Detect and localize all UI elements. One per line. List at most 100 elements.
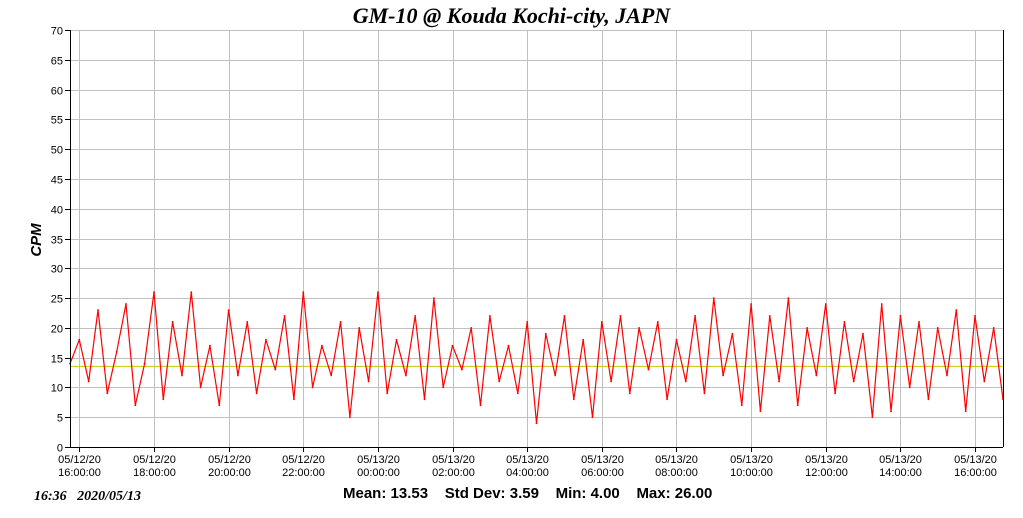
- cpm-data-point: [479, 404, 482, 407]
- cpm-data-point: [600, 321, 603, 323]
- cpm-data-point: [414, 315, 417, 317]
- cpm-data-point: [442, 386, 445, 389]
- cpm-data-point: [255, 392, 258, 395]
- cpm-data-point: [852, 380, 855, 383]
- cpm-data-point: [656, 321, 659, 323]
- y-tick-label: 40: [51, 205, 63, 217]
- cpm-data-point: [610, 380, 612, 383]
- cpm-data-point: [768, 315, 771, 317]
- plot-area: [70, 30, 1003, 447]
- cpm-data-point: [386, 392, 389, 395]
- x-tick-time: 14:00:00: [879, 467, 922, 479]
- cpm-data-point: [125, 303, 127, 305]
- cpm-data-point: [675, 338, 678, 341]
- cpm-data-point: [181, 374, 183, 377]
- x-tick-time: 08:00:00: [655, 467, 698, 479]
- cpm-data-point: [731, 332, 734, 335]
- cpm-data-point: [339, 321, 342, 323]
- x-tick-date: 05/13/20: [730, 454, 773, 466]
- cpm-data-point: [684, 380, 687, 383]
- x-tick-time: 12:00:00: [805, 467, 848, 479]
- cpm-data-point: [171, 321, 174, 323]
- cpm-data-point: [554, 374, 557, 377]
- cpm-data-point: [274, 368, 277, 371]
- x-tick-time: 22:00:00: [282, 467, 325, 479]
- cpm-data-point: [740, 404, 743, 407]
- x-tick-time: 04:00:00: [506, 467, 549, 479]
- cpm-data-point: [423, 398, 426, 401]
- cpm-data-point: [199, 386, 202, 389]
- cpm-data-point: [162, 398, 165, 401]
- x-tick-labels: 05/12/2016:00:0005/12/2018:00:0005/12/20…: [58, 454, 997, 479]
- cpm-data-point: [871, 416, 874, 419]
- cpm-data-point: [628, 392, 631, 395]
- cpm-data-point: [703, 392, 706, 395]
- chart-title: GM-10 @ Kouda Kochi-city, JAPN: [352, 3, 671, 28]
- y-tick-label: 20: [51, 324, 63, 336]
- cpm-data-point: [535, 422, 538, 425]
- cpm-data-point: [227, 309, 230, 311]
- x-tick-date: 05/12/20: [133, 454, 176, 466]
- cpm-data-point: [946, 374, 948, 377]
- cpm-data-point: [834, 392, 836, 395]
- cpm-data-point: [862, 332, 864, 335]
- x-tick-time: 02:00:00: [432, 467, 475, 479]
- cpm-data-point: [78, 338, 81, 341]
- y-tick-label: 50: [51, 145, 63, 157]
- x-tick-time: 20:00:00: [208, 467, 251, 479]
- cpm-data-point: [815, 374, 818, 377]
- cpm-data-point: [908, 386, 911, 389]
- cpm-data-point: [787, 297, 790, 299]
- cpm-data-point: [890, 410, 892, 413]
- cpm-data-point: [750, 303, 752, 305]
- x-tick-time: 16:00:00: [954, 467, 997, 479]
- x-tick-date: 05/13/20: [954, 454, 997, 466]
- cpm-data-point: [778, 380, 780, 383]
- cpm-data-point: [507, 344, 510, 347]
- y-tick-label: 45: [51, 175, 63, 187]
- cpm-data-point: [358, 327, 361, 329]
- cpm-data-point: [97, 309, 99, 311]
- y-tick-label: 55: [51, 115, 63, 127]
- cpm-data-point: [544, 332, 547, 335]
- y-tick-labels: 0 5 10 15 20 25 30 35 40 45 50 55 60 65 70: [51, 26, 63, 455]
- x-tick-date: 05/13/20: [581, 454, 624, 466]
- x-tick-date: 05/12/20: [208, 454, 251, 466]
- cpm-data-point: [153, 291, 155, 293]
- cpm-data-point: [498, 380, 501, 383]
- y-tick-label: 5: [57, 413, 63, 425]
- x-tick-time: 16:00:00: [58, 467, 101, 479]
- footer-timestamp: 16:36 2020/05/13: [34, 489, 141, 504]
- cpm-data-point: [395, 338, 398, 341]
- cpm-data-point: [367, 380, 370, 383]
- x-tick-date: 05/13/20: [506, 454, 549, 466]
- cpm-data-point: [759, 410, 762, 413]
- x-tick-time: 06:00:00: [581, 467, 624, 479]
- cpm-data-point: [526, 321, 529, 323]
- cpm-data-point: [470, 327, 473, 329]
- cpm-data-point: [516, 392, 519, 395]
- cpm-data-point: [582, 338, 585, 341]
- cpm-data-point: [666, 398, 668, 401]
- cpm-data-point: [209, 344, 211, 347]
- y-tick-label: 70: [51, 26, 63, 38]
- cpm-data-point: [974, 315, 976, 317]
- cpm-data-point: [722, 374, 724, 377]
- cpm-data-point: [880, 303, 883, 305]
- y-tick-label: 0: [57, 443, 63, 455]
- cpm-data-point: [489, 315, 491, 317]
- cpm-data-point: [377, 291, 379, 293]
- cpm-data-point: [647, 368, 650, 371]
- cpm-data-point: [927, 398, 930, 401]
- cpm-data-point: [237, 374, 239, 377]
- cpm-data-point: [806, 327, 808, 329]
- x-tick-date: 05/13/20: [879, 454, 922, 466]
- cpm-data-point: [265, 338, 267, 341]
- cpm-data-point: [190, 291, 193, 293]
- cpm-data-point: [330, 374, 333, 377]
- y-tick-label: 65: [51, 56, 63, 68]
- x-tick-time: 18:00:00: [133, 467, 176, 479]
- cpm-data-point: [321, 344, 323, 347]
- cpm-data-point: [591, 416, 594, 419]
